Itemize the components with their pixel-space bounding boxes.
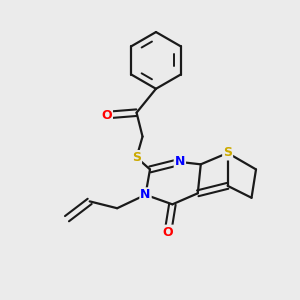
Text: O: O bbox=[163, 226, 173, 238]
Text: O: O bbox=[101, 109, 112, 122]
Text: S: S bbox=[132, 151, 141, 164]
Text: S: S bbox=[223, 146, 232, 160]
Text: N: N bbox=[140, 188, 151, 201]
Text: N: N bbox=[175, 155, 185, 168]
